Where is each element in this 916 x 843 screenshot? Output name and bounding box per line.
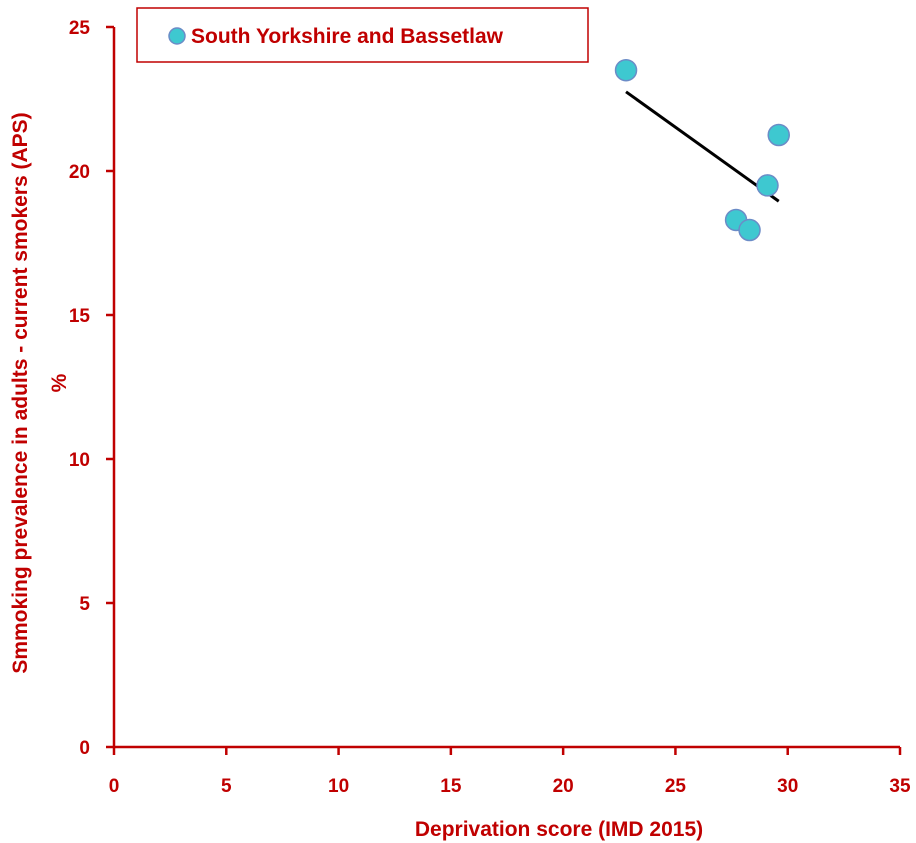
x-tick-label: 0 <box>109 776 120 797</box>
y-axis-unit: % <box>48 373 71 392</box>
x-tick-label: 5 <box>221 776 232 797</box>
y-axis-title: Smmoking prevalence in adults - current … <box>9 112 32 673</box>
x-tick-label: 25 <box>665 776 687 797</box>
x-ticks: 0 5 10 15 20 25 30 35 <box>109 747 911 797</box>
trendline-group <box>625 90 780 203</box>
trendline <box>625 90 780 203</box>
data-point <box>738 218 761 242</box>
x-axis-title: Deprivation score (IMD 2015) <box>415 818 703 841</box>
y-tick-label: 15 <box>69 306 91 327</box>
x-tick-label: 10 <box>328 776 349 797</box>
legend: South Yorkshire and Bassetlaw <box>136 7 589 63</box>
data-point <box>756 174 779 197</box>
x-tick-label: 20 <box>553 776 574 797</box>
y-tick-label: 25 <box>69 18 91 39</box>
legend-label: South Yorkshire and Bassetlaw <box>191 25 504 48</box>
x-tick-label: 30 <box>777 776 798 797</box>
y-tick-label: 0 <box>79 738 90 759</box>
y-tick-label: 5 <box>79 594 90 615</box>
legend-box <box>136 7 589 63</box>
data-points <box>614 58 790 242</box>
y-tick-label: 10 <box>69 450 90 471</box>
x-tick-label: 15 <box>440 776 462 797</box>
axes <box>112 27 900 749</box>
x-tick-label: 35 <box>889 776 911 797</box>
legend-marker-icon <box>168 27 186 45</box>
y-ticks: 0 5 10 15 20 25 <box>69 18 114 759</box>
data-point <box>614 58 638 82</box>
y-tick-label: 20 <box>69 162 90 183</box>
data-point <box>767 123 790 147</box>
